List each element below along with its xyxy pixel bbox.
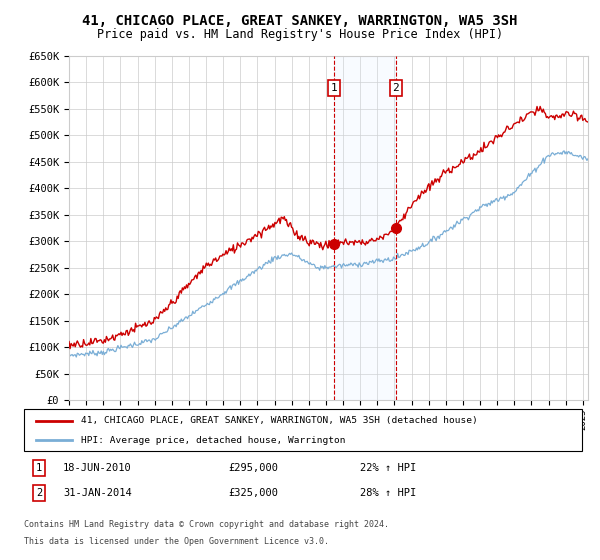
Text: 2: 2: [392, 83, 399, 93]
Text: 22% ↑ HPI: 22% ↑ HPI: [360, 463, 416, 473]
Text: Contains HM Land Registry data © Crown copyright and database right 2024.: Contains HM Land Registry data © Crown c…: [24, 520, 389, 529]
Text: £325,000: £325,000: [228, 488, 278, 498]
Text: 28% ↑ HPI: 28% ↑ HPI: [360, 488, 416, 498]
Text: 41, CHICAGO PLACE, GREAT SANKEY, WARRINGTON, WA5 3SH (detached house): 41, CHICAGO PLACE, GREAT SANKEY, WARRING…: [81, 416, 478, 425]
Text: HPI: Average price, detached house, Warrington: HPI: Average price, detached house, Warr…: [81, 436, 346, 445]
Text: 31-JAN-2014: 31-JAN-2014: [63, 488, 132, 498]
Text: 1: 1: [331, 83, 337, 93]
Bar: [334, 56, 396, 400]
Text: This data is licensed under the Open Government Licence v3.0.: This data is licensed under the Open Gov…: [24, 537, 329, 546]
Text: 1: 1: [36, 463, 42, 473]
Text: 18-JUN-2010: 18-JUN-2010: [63, 463, 132, 473]
Text: 41, CHICAGO PLACE, GREAT SANKEY, WARRINGTON, WA5 3SH: 41, CHICAGO PLACE, GREAT SANKEY, WARRING…: [82, 14, 518, 28]
Text: Price paid vs. HM Land Registry's House Price Index (HPI): Price paid vs. HM Land Registry's House …: [97, 28, 503, 41]
Text: £295,000: £295,000: [228, 463, 278, 473]
Text: 2: 2: [36, 488, 42, 498]
